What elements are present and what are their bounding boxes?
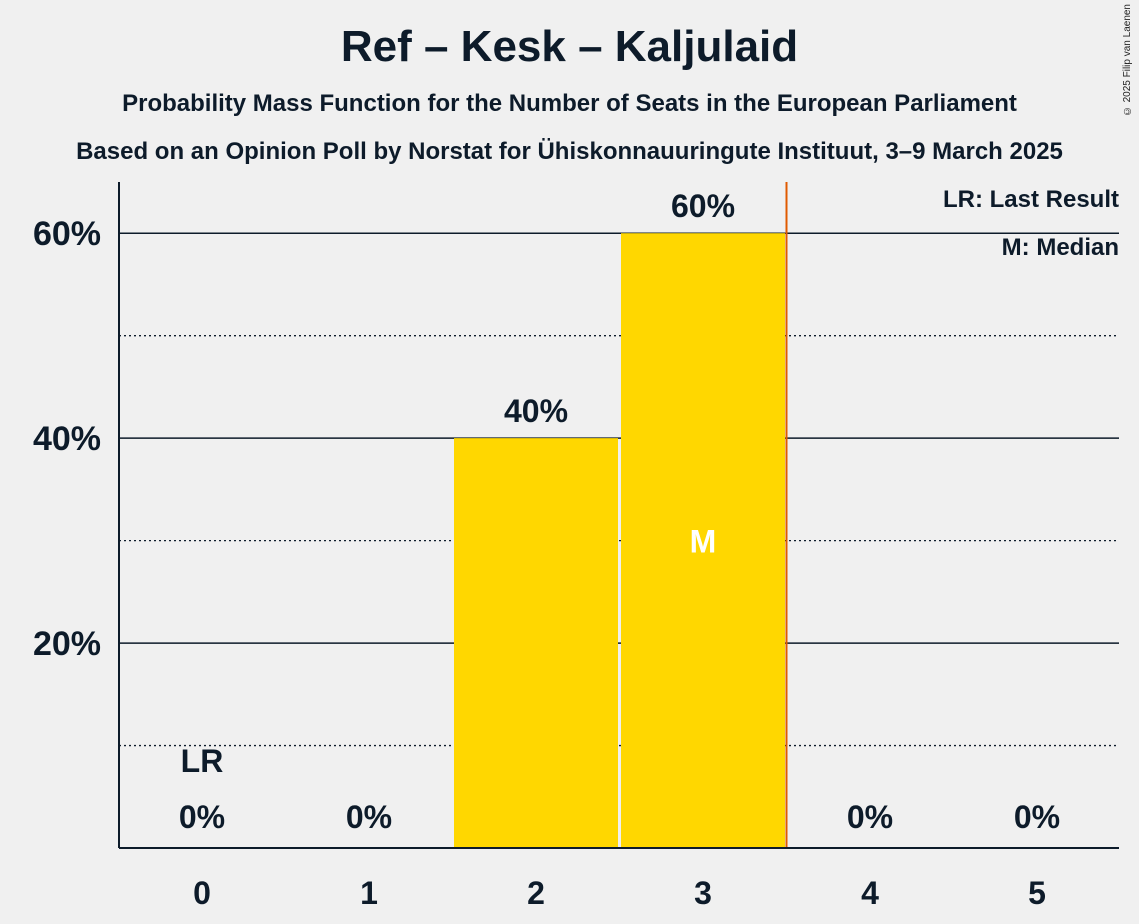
chart-source: Based on an Opinion Poll by Norstat for …	[76, 138, 1063, 165]
value-label: 0%	[1014, 799, 1060, 835]
x-tick-label: 3	[694, 875, 712, 911]
last-result-marker: LR	[181, 743, 224, 779]
x-tick-label: 4	[861, 875, 879, 911]
legend-median: M: Median	[1001, 234, 1119, 261]
value-label: 0%	[847, 799, 893, 835]
x-tick-label: 2	[527, 875, 545, 911]
chart-subtitle: Probability Mass Function for the Number…	[122, 90, 1017, 117]
y-tick-label: 60%	[33, 215, 101, 253]
value-label: 40%	[504, 393, 568, 429]
value-label: 0%	[346, 799, 392, 835]
legend-last-result: LR: Last Result	[942, 186, 1119, 213]
value-label: 60%	[671, 188, 735, 224]
x-tick-label: 5	[1028, 875, 1046, 911]
median-marker: M	[690, 524, 717, 560]
bar-seat-2	[454, 438, 618, 848]
value-label: 0%	[179, 799, 225, 835]
chart-title: Ref – Kesk – Kaljulaid	[340, 22, 799, 71]
x-tick-label: 0	[193, 875, 211, 911]
y-tick-label: 20%	[33, 625, 101, 663]
bar-seat-3	[621, 233, 785, 848]
x-tick-label: 1	[360, 875, 378, 911]
y-tick-label: 40%	[33, 420, 101, 458]
